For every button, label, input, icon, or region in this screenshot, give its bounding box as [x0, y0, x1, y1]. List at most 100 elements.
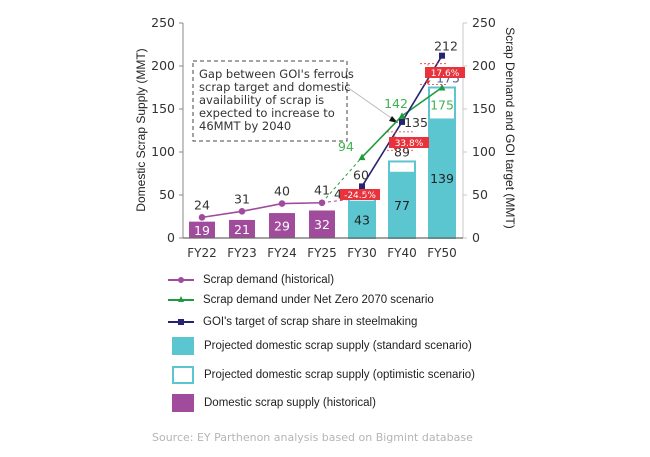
- legend-item-net-zero-demand: Scrap demand under Net Zero 2070 scenari…: [168, 294, 434, 306]
- ticks-layer: 0 0 50 50 100 100 150 150 200 200 250 250 FY22 FY23 FY…: [151, 15, 496, 260]
- scrap-demand-historical-label: 24: [194, 197, 210, 212]
- source-note: Source: EY Parthenon analysis based on B…: [152, 431, 473, 444]
- right-tick-label: 100: [472, 144, 496, 159]
- x-tick-label: FY23: [227, 246, 257, 260]
- goi-target-point: [359, 183, 365, 190]
- gap-badge: [389, 137, 429, 148]
- gap-arrow-icon: [425, 80, 431, 85]
- left-tick-label: 250: [151, 15, 175, 30]
- left-tick-label: 50: [159, 187, 175, 202]
- legend-item-projected-standard: Projected domestic scrap supply (standar…: [168, 337, 472, 355]
- legend-label: Projected domestic scrap supply (standar…: [204, 340, 472, 352]
- legend-item-projected-optimistic: Projected domestic scrap supply (optimis…: [168, 366, 475, 384]
- legend-swatch-icon: [172, 366, 194, 384]
- left-tick-label: 150: [151, 101, 175, 116]
- callout-box: [192, 60, 348, 142]
- bar-standard: [348, 201, 376, 238]
- bar-historical: [309, 210, 335, 238]
- callout-text-line: Gap between GOI's ferrous: [199, 67, 354, 81]
- gap-badge-text: -24.5%: [344, 191, 376, 201]
- bar-standard-value-label: 139: [430, 171, 454, 186]
- gap-badge-text: 17.6%: [431, 69, 460, 79]
- net-zero-demand-point: [358, 153, 366, 161]
- legend-label: Scrap demand under Net Zero 2070 scenari…: [203, 294, 434, 306]
- scrap-demand-historical-point: [318, 199, 326, 207]
- bar-historical-value-label: 19: [194, 223, 210, 238]
- bar-standard: [428, 118, 456, 238]
- net-zero-demand-label: 142: [384, 96, 408, 111]
- right-tick-label: 150: [472, 101, 496, 116]
- right-tick-label: 200: [472, 58, 496, 73]
- net-zero-demand-label: 94: [338, 139, 354, 154]
- scrap-demand-historical-point: [278, 200, 286, 207]
- x-tick-label: FY25: [307, 246, 337, 260]
- gap-annotation: 33.8%: [389, 137, 429, 149]
- x-tick-label: FY50: [427, 246, 457, 260]
- legend-item-scrap-demand-historical: Scrap demand (historical): [168, 274, 334, 286]
- gap-annotation: -24.5%: [340, 189, 380, 201]
- right-axis-title: Scrap Demand and GOI target (MMT): [503, 27, 517, 228]
- legend-swatch-icon: [172, 337, 194, 355]
- scrap-demand-historical-label: 41: [314, 183, 330, 198]
- bar-standard-value-label: 43: [354, 213, 370, 228]
- legend-line-marker-icon: [168, 294, 194, 306]
- goi-target-label: 60: [353, 167, 369, 182]
- net-zero-demand-point: [398, 112, 406, 119]
- bar-optimistic-value-label: 89: [394, 144, 410, 159]
- callout-text-line: expected to increase to: [199, 106, 335, 120]
- scrap-demand-historical-label: 40: [274, 184, 290, 199]
- legend-line-marker-icon: [168, 274, 194, 286]
- gap-badge: [425, 67, 465, 78]
- legend-swatch-icon: [172, 394, 194, 412]
- scrap-demand-historical-label: 31: [234, 191, 250, 206]
- goi-target-point: [439, 52, 445, 59]
- legend-item-domestic-historical: Domestic scrap supply (historical): [168, 394, 376, 412]
- x-tick-label: FY30: [347, 246, 377, 260]
- gap-annotations-layer: -24.5% 33.8% 17.6%: [340, 63, 465, 201]
- goi-target-label: 135: [404, 115, 428, 130]
- goi-target-label: 212: [434, 39, 458, 54]
- chart-svg: Domestic Scrap Supply (MMT) Scrap Demand…: [134, 15, 517, 260]
- gap-arrow-icon: [392, 146, 398, 151]
- right-tick-label: 50: [472, 187, 488, 202]
- callout-text-line: 46MMT by 2040: [199, 119, 291, 133]
- left-tick-label: 100: [151, 144, 175, 159]
- x-tick-label: FY22: [187, 246, 217, 260]
- legend-label: Scrap demand (historical): [203, 274, 335, 286]
- axes-layer: Domestic Scrap Supply (MMT) Scrap Demand…: [134, 23, 517, 239]
- left-axis-title: Domestic Scrap Supply (MMT): [134, 48, 148, 211]
- legend-item-goi-target: GOI's target of scrap share in steelmaki…: [168, 316, 417, 328]
- bar-historical-value-label: 29: [274, 219, 290, 234]
- bar-standard: [388, 171, 416, 238]
- bar-historical-value-label: 32: [314, 217, 330, 232]
- bar-historical: [269, 213, 295, 238]
- bar-standard-value-label: 77: [394, 198, 410, 213]
- legend-line-marker-icon: [168, 316, 194, 328]
- legend-label: Projected domestic scrap supply (optimis…: [204, 369, 475, 381]
- bar-historical-value-label: 21: [234, 222, 250, 237]
- right-tick-label: 250: [472, 15, 496, 30]
- gap-annotation: 17.6%: [425, 67, 465, 79]
- legend-label: GOI's target of scrap share in steelmaki…: [203, 316, 418, 328]
- gap-badge-text: 33.8%: [395, 139, 424, 149]
- callout-text-line: availability of scrap is: [199, 93, 324, 107]
- callout-pointer-line: [346, 86, 398, 123]
- left-tick-label: 0: [167, 230, 175, 245]
- net-zero-projection-connector: [321, 156, 363, 204]
- bar-historical: [229, 219, 255, 238]
- scrap-demand-historical-point: [238, 208, 246, 215]
- scrap-demand-historical-line: [201, 201, 323, 219]
- supply-projection-connector: [321, 198, 350, 204]
- x-tick-label: FY24: [267, 246, 297, 260]
- right-tick-label: 0: [472, 230, 480, 245]
- callout-text-line: scrap target and domestic: [199, 80, 351, 94]
- scrap-demand-historical-point: [198, 214, 206, 221]
- x-tick-label: FY40: [387, 246, 417, 260]
- goi-target-point: [399, 118, 405, 125]
- legend-label: Domestic scrap supply (historical): [204, 397, 376, 409]
- net-zero-demand-label: 175: [430, 98, 454, 113]
- bar-historical: [189, 221, 215, 238]
- net-zero-demand-point: [438, 84, 446, 91]
- left-tick-label: 200: [151, 58, 175, 73]
